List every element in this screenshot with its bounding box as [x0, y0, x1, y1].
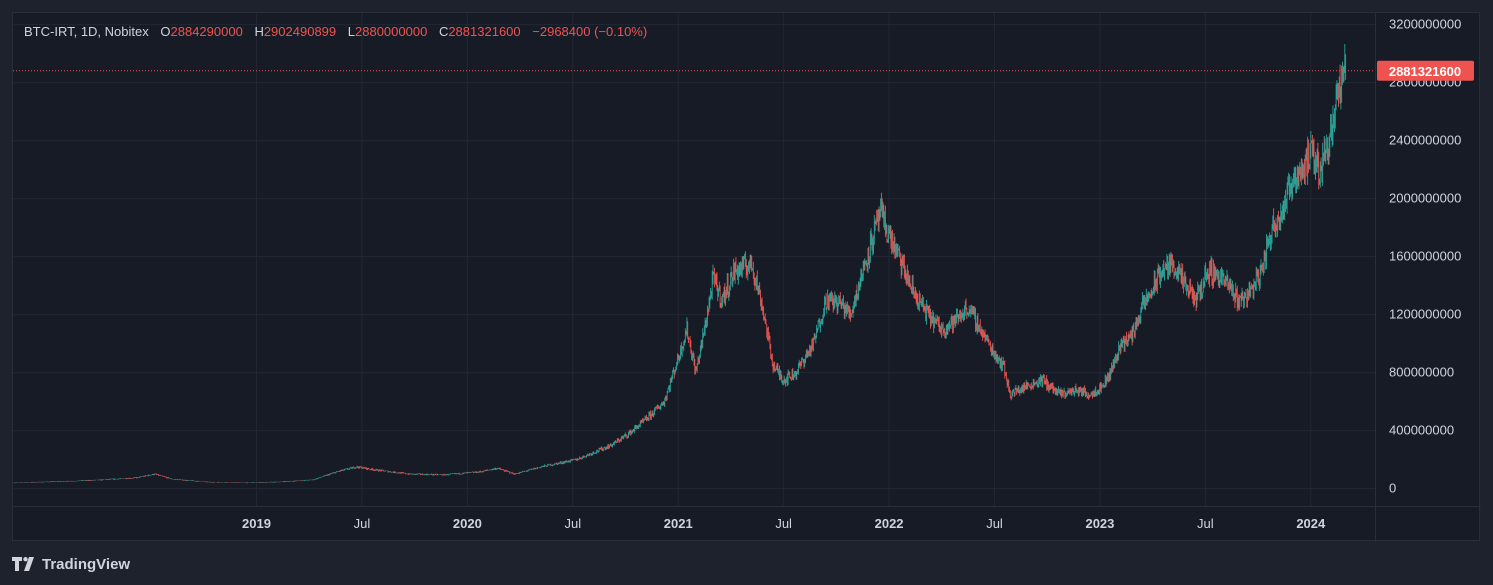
low-key: L	[347, 24, 355, 39]
price-tick-label: 0	[1389, 481, 1396, 496]
time-tick-label: 2021	[664, 516, 693, 531]
time-tick-label: Jul	[775, 516, 792, 531]
time-tick-label: Jul	[354, 516, 371, 531]
open-key: O	[160, 24, 171, 39]
last-price-tag	[1377, 60, 1474, 81]
close-value: 2881321600	[448, 24, 521, 39]
time-tick-label: 2023	[1085, 516, 1114, 531]
price-tick-label: 800000000	[1389, 365, 1454, 380]
low-value: 2880000000	[355, 24, 428, 39]
time-tick-label: Jul	[1197, 516, 1214, 531]
price-tick-label: 2000000000	[1389, 191, 1461, 206]
time-tick-label: 2022	[875, 516, 904, 531]
high-key: H	[254, 24, 264, 39]
symbol-label: BTC-IRT, 1D, Nobitex	[24, 24, 149, 39]
candlestick-chart[interactable]: 0 400000000 800000000 1200000000 1600000000 2…	[13, 13, 1481, 542]
price-tick-label: 2400000000	[1389, 133, 1461, 148]
price-tick-label: 400000000	[1389, 423, 1454, 438]
brand-name: TradingView	[42, 555, 131, 573]
price-tick-label: 1200000000	[1389, 307, 1461, 322]
time-tick-label: 2024	[1296, 516, 1326, 531]
time-tick-label: Jul	[564, 516, 581, 531]
tradingview-logo[interactable]: TradingView	[12, 554, 130, 574]
time-tick-label: Jul	[986, 516, 1003, 531]
ohlc-legend: BTC-IRT, 1D, Nobitex O2884290000 H290249…	[24, 24, 647, 39]
change-value: −2968400 (−0.10%)	[532, 24, 648, 39]
chart-frame[interactable]: 0 400000000 800000000 1200000000 1600000000 2…	[12, 12, 1481, 542]
time-tick-label: 2020	[453, 516, 482, 531]
time-tick-label: 2019	[242, 516, 271, 531]
price-tick-label: 1600000000	[1389, 249, 1461, 264]
last-price-tag-label: 2881321600	[1389, 64, 1461, 79]
open-value: 2884290000	[170, 24, 243, 39]
close-key: C	[438, 24, 449, 39]
tradingview-icon	[12, 557, 34, 571]
high-value: 2902490899	[263, 24, 337, 39]
price-tick-label: 3200000000	[1389, 17, 1461, 32]
